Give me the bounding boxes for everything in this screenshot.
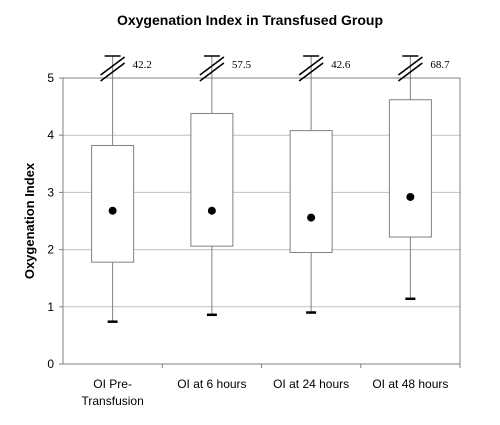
median-dot (108, 206, 117, 215)
axis-break-mark (100, 56, 126, 76)
iqr-box (388, 99, 432, 238)
y-tick-label: 4 (47, 128, 54, 142)
axis-break-mark (397, 56, 423, 76)
y-tick-label: 2 (47, 243, 54, 257)
axis-break-mark (397, 62, 423, 82)
axis-break-mark (298, 56, 324, 76)
median-dot (406, 192, 415, 201)
axis-break-mark (199, 56, 225, 76)
median-dot (307, 213, 316, 222)
y-axis-label: Oxygenation Index (22, 162, 37, 279)
iqr-box (190, 112, 234, 247)
box-group: 68.7 (388, 55, 450, 301)
category-label: Transfusion (82, 394, 144, 408)
category-label: OI at 48 hours (372, 377, 448, 391)
max-value-label: 68.7 (430, 59, 450, 71)
iqr-box (91, 144, 135, 263)
iqr-box (289, 130, 333, 253)
category-label: OI Pre- (93, 377, 132, 391)
axis-break-mark (298, 62, 324, 82)
boxes: 42.2 57.5 42.6 68.7 (91, 55, 450, 323)
max-value-label: 42.2 (133, 59, 152, 71)
box-group: 42.2 (91, 55, 152, 323)
y-tick-label: 0 (47, 357, 54, 371)
y-tick-label: 3 (47, 185, 54, 199)
category-labels: OI Pre- Transfusion OI at 6 hours OI at 24 … (82, 364, 461, 408)
box-group: 57.5 (190, 55, 252, 317)
y-axis-ticks: 0 1 2 3 4 5 (47, 71, 63, 371)
axis-break-mark (199, 62, 225, 82)
box-group: 42.6 (289, 55, 351, 314)
chart-title: Oxygenation Index in Transfused Group (117, 12, 383, 28)
max-value-label: 42.6 (331, 59, 351, 71)
y-tick-label: 5 (47, 71, 54, 85)
median-dot (207, 206, 216, 215)
category-label: OI at 24 hours (273, 377, 349, 391)
max-value-label: 57.5 (232, 59, 252, 71)
category-label: OI at 6 hours (177, 377, 246, 391)
axis-break-mark (100, 62, 126, 82)
y-tick-label: 1 (47, 300, 54, 314)
